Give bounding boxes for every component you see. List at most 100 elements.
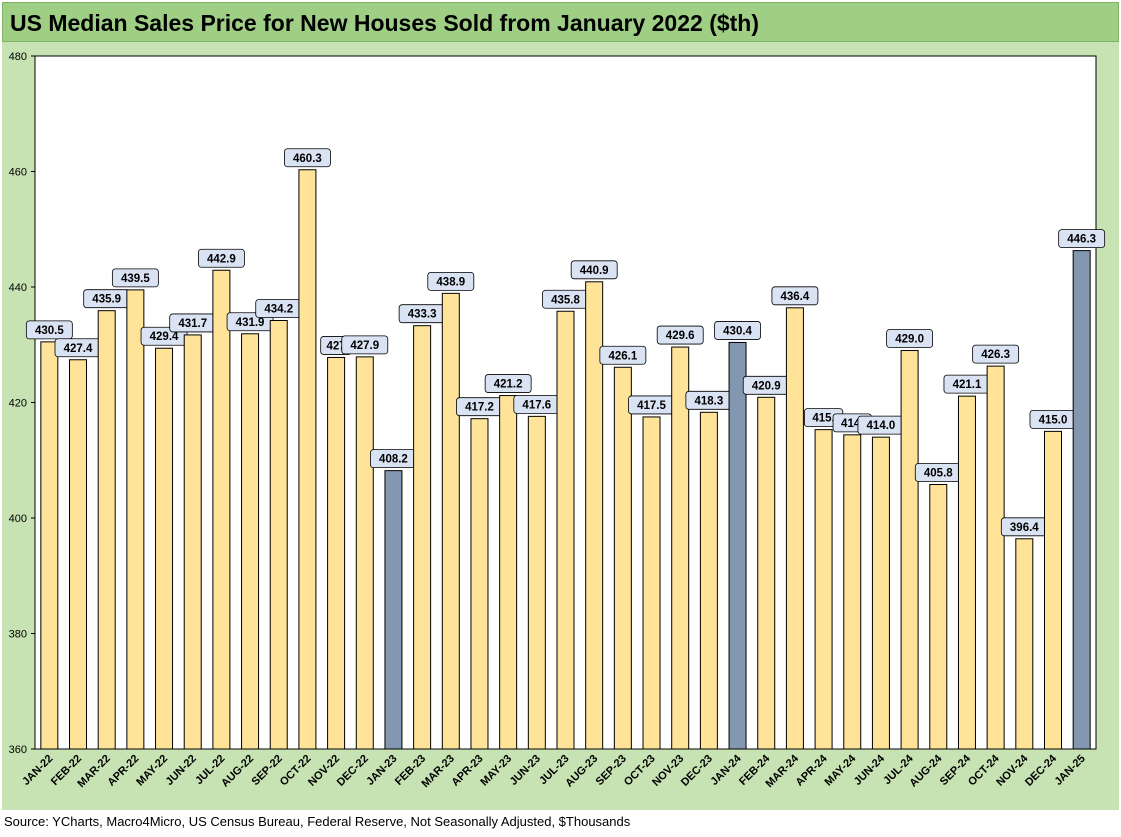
data-label: 418.3 [694,395,723,407]
y-tick-label: 360 [9,744,27,756]
bar [269,319,288,750]
data-label-box [656,325,704,345]
bar [585,281,604,750]
y-tick-label: 380 [9,629,27,641]
data-label: 408.2 [379,454,408,466]
data-label-box [341,335,389,355]
data-label-box [111,268,159,288]
data-label: 427 [327,340,346,352]
bar [298,169,317,750]
source-note: Source: YCharts, Macro4Micro, US Census … [4,814,631,829]
x-tick-label: AUG-22 [219,753,256,790]
data-label-box [714,321,761,340]
data-label: 417.2 [465,402,494,414]
data-label: 435.8 [551,294,580,306]
x-tick-label: JUN-23 [508,753,543,788]
bar [814,429,833,750]
x-tick-label: MAY-22 [134,753,170,789]
bar [69,359,88,750]
data-label: 434.2 [264,303,293,315]
bar [470,418,489,750]
chart-title: US Median Sales Price for New Houses Sol… [10,10,760,36]
data-label: 396.4 [1010,522,1039,534]
x-tick-label: JAN-23 [364,753,399,788]
data-label: 429.0 [895,334,924,346]
x-tick-label: DEC-22 [335,753,371,789]
bar [1072,250,1091,750]
y-tick-label: 400 [9,513,27,525]
y-tick-label: 440 [9,282,27,294]
data-label: 431.9 [236,317,265,329]
bar [986,365,1005,750]
data-label: 433.3 [408,309,437,321]
x-tick-label: JAN-25 [1052,753,1087,788]
data-label-box [886,329,934,348]
data-label-box [771,286,819,306]
data-label: 426.3 [981,349,1010,361]
data-label-box [1058,229,1106,249]
bar [929,484,948,750]
bar [900,350,919,750]
bar [556,310,575,750]
y-tick-label: 420 [9,398,27,410]
bar [97,310,116,750]
bar [527,415,546,750]
bar [384,470,403,750]
bar [1015,538,1034,750]
data-label: 446.3 [1067,234,1096,246]
data-label: 421.2 [494,379,523,391]
y-tick-label: 480 [9,51,27,63]
bar [499,395,518,750]
data-label: 405.8 [924,468,953,480]
bar [155,347,174,750]
x-tick-label: JAN-22 [20,753,55,788]
chart-title-bar: US Median Sales Price for New Houses Sol… [2,2,1119,42]
data-label-box [972,344,1020,364]
data-label-box [25,320,73,340]
bar [1043,430,1062,750]
x-tick-label: JUN-24 [852,752,888,788]
data-label-box [570,260,618,280]
data-label: 430.4 [723,325,752,337]
bar [355,356,374,750]
x-tick-label: AUG-23 [563,753,600,790]
x-tick-label: AUG-24 [907,752,945,790]
data-label: 414.0 [867,420,896,432]
bar [642,416,661,750]
bar [126,289,145,750]
bar [241,333,260,750]
x-tick-label: DEC-23 [679,753,715,789]
data-label: 427.9 [350,340,379,352]
data-label-box [197,248,245,268]
data-label: 435.9 [92,294,121,306]
x-tick-label: MAR-24 [764,752,802,790]
bar [785,307,804,750]
bar [871,436,890,750]
data-label: 429.6 [666,330,695,342]
data-label: 417.5 [637,400,666,412]
bar [613,366,632,750]
bar [728,341,747,750]
data-label: 460.3 [293,153,322,165]
chart-frame: 360 380 400 420 440 460 480 430.5 JAN-22 427.4 FEB… [2,42,1119,810]
data-label: 417.6 [522,399,551,411]
data-label: 440.9 [580,265,609,277]
data-label: 430.5 [35,325,64,337]
x-tick-label: MAY-24 [823,752,859,788]
bar [843,434,862,750]
data-label-box [484,374,532,393]
data-label: 436.4 [781,291,810,303]
bar [957,395,976,750]
x-tick-label: APR-23 [449,753,485,789]
data-label-box [284,148,331,168]
data-label: 442.9 [207,253,236,265]
data-label: 415. [812,413,834,425]
data-label: 415.0 [1039,414,1068,426]
bar [671,346,690,750]
data-label: 420.9 [752,380,781,392]
data-label: 429.4 [150,331,179,343]
x-tick-label: MAY-23 [478,753,514,789]
x-tick-label: APR-22 [105,753,141,789]
data-label: 427.4 [64,343,93,355]
y-tick-label: 460 [9,167,27,179]
